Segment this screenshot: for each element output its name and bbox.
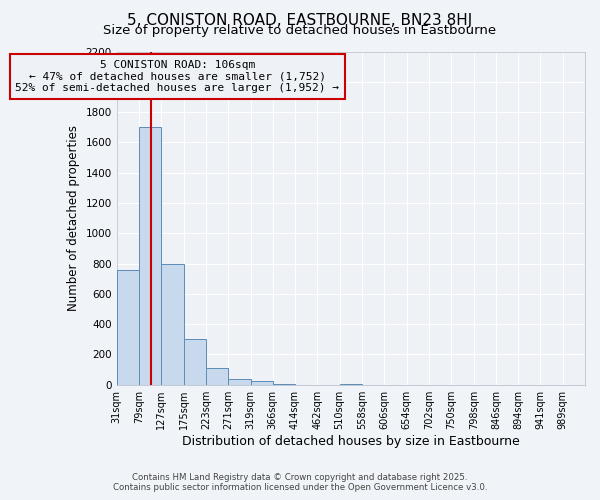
- Text: Size of property relative to detached houses in Eastbourne: Size of property relative to detached ho…: [103, 24, 497, 37]
- Bar: [116, 270, 139, 384]
- Bar: [206, 368, 229, 384]
- Bar: [229, 378, 251, 384]
- Text: Contains HM Land Registry data © Crown copyright and database right 2025.
Contai: Contains HM Land Registry data © Crown c…: [113, 473, 487, 492]
- Bar: [161, 264, 184, 384]
- Y-axis label: Number of detached properties: Number of detached properties: [67, 125, 80, 311]
- Bar: [139, 127, 161, 384]
- Text: 5 CONISTON ROAD: 106sqm
← 47% of detached houses are smaller (1,752)
52% of semi: 5 CONISTON ROAD: 106sqm ← 47% of detache…: [16, 60, 340, 93]
- Bar: [184, 340, 206, 384]
- X-axis label: Distribution of detached houses by size in Eastbourne: Distribution of detached houses by size …: [182, 434, 520, 448]
- Bar: [251, 381, 272, 384]
- Text: 5, CONISTON ROAD, EASTBOURNE, BN23 8HJ: 5, CONISTON ROAD, EASTBOURNE, BN23 8HJ: [127, 12, 473, 28]
